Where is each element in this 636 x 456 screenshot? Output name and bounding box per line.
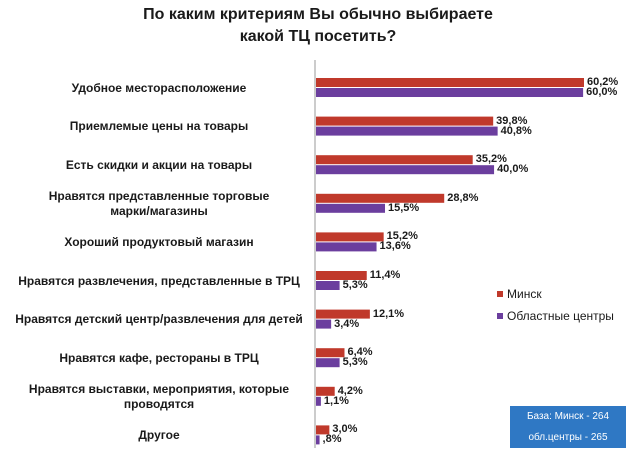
value-label-regional: 40,8% <box>500 124 532 137</box>
chart-title: По каким критериям Вы обычно выбираете к… <box>0 4 636 48</box>
bar-regional <box>316 396 321 406</box>
legend-swatch-regional <box>497 313 503 319</box>
legend-swatch-minsk <box>497 291 503 297</box>
category-label: Нравятся кафе, рестораны в ТРЦ <box>4 351 314 366</box>
category-label-line: марки/магазины <box>110 203 208 218</box>
category-label: Есть скидки и акции на товары <box>4 158 314 173</box>
category-label: Нравятся выставки, мероприятия, которые п… <box>4 382 314 412</box>
value-label-regional: 15,5% <box>388 201 420 214</box>
bar-minsk <box>316 309 370 319</box>
category-label: Удобное месторасположение <box>4 81 314 96</box>
value-label-minsk: 28,8% <box>447 191 479 204</box>
value-label-minsk: 3,0% <box>332 423 358 436</box>
bar-regional <box>316 165 495 175</box>
legend-label-regional: Областные центры <box>507 309 614 323</box>
category-label: Нравятся детский центр/развлечения для д… <box>4 312 314 327</box>
bar-regional <box>316 203 386 213</box>
bar-minsk <box>316 348 345 358</box>
category-label-line: Нравятся представленные торговые <box>48 188 270 203</box>
bar-regional <box>316 435 320 445</box>
bar-minsk <box>316 425 330 435</box>
legend-item-minsk: Минск <box>497 287 614 309</box>
value-label-minsk: 6,4% <box>347 346 373 359</box>
category-label: Нравятся развлечения, представленные в Т… <box>4 274 314 289</box>
legend: Минск Областные центры <box>497 287 614 331</box>
value-label-regional: 3,4% <box>334 317 360 330</box>
value-label-minsk: 11,4% <box>369 269 401 281</box>
legend-item-regional: Областные центры <box>497 309 614 331</box>
category-label-line: Хороший продуктовый магазин <box>64 234 254 249</box>
category-label: Другое <box>4 428 314 443</box>
value-label-minsk: 15,2% <box>386 230 418 243</box>
value-label-minsk: 39,8% <box>496 114 528 127</box>
bar-regional <box>316 242 377 252</box>
bar-regional <box>316 281 340 290</box>
category-label-line: Нравятся детский центр/развлечения для д… <box>15 312 303 327</box>
value-label-regional: 60,0% <box>586 86 618 98</box>
value-label-minsk: 60,2% <box>587 76 619 88</box>
bar-regional <box>316 88 584 97</box>
bar-minsk <box>316 155 473 165</box>
bar-minsk <box>316 193 445 203</box>
bar-regional <box>316 358 340 368</box>
category-label-line: Есть скидки и акции на товары <box>65 157 253 172</box>
category-label-line: Нравятся выставки, мероприятия, которые <box>28 381 290 396</box>
value-label-regional: 5,3% <box>342 279 368 291</box>
category-label-line: проводятся <box>123 396 195 411</box>
category-label-line: Нравятся кафе, рестораны в ТРЦ <box>59 350 259 365</box>
legend-label-minsk: Минск <box>507 287 542 301</box>
chart-title-line-2: какой ТЦ посетить? <box>239 28 397 45</box>
bar-minsk <box>316 232 384 242</box>
category-label: Хороший продуктовый магазин <box>4 235 314 250</box>
bar-minsk <box>316 116 494 126</box>
category-label: Нравятся представленные торговые марки/ма… <box>4 189 314 219</box>
bar-minsk <box>316 78 584 87</box>
bar-minsk <box>316 271 367 280</box>
bar-minsk <box>316 386 335 396</box>
category-label-line: Нравятся развлечения, представленные в Т… <box>18 273 300 288</box>
category-label-line: Удобное месторасположение <box>71 80 247 95</box>
bar-regional <box>316 319 332 329</box>
chart-title-line-1: По каким критериям Вы обычно выбираете <box>143 6 493 23</box>
value-label-minsk: 4,2% <box>337 384 363 397</box>
category-label: Приемлемые цены на товары <box>4 119 314 134</box>
category-label-line: Другое <box>138 427 180 442</box>
category-label-line: Приемлемые цены на товары <box>69 119 249 134</box>
value-label-regional: 13,6% <box>379 240 411 253</box>
value-label-regional: 5,3% <box>342 356 368 369</box>
sample-base-regional: обл.центры - 265 <box>528 432 608 443</box>
value-label-regional: ,8% <box>322 433 342 446</box>
value-label-minsk: 35,2% <box>475 153 507 166</box>
value-label-regional: 1,1% <box>323 394 349 407</box>
bar-regional <box>316 126 498 136</box>
value-label-minsk: 12,1% <box>372 307 405 320</box>
sample-base-note: База: Минск - 264 обл.центры - 265 <box>510 406 626 448</box>
value-label-regional: 40,0% <box>497 163 529 176</box>
sample-base-minsk: База: Минск - 264 <box>526 411 610 422</box>
